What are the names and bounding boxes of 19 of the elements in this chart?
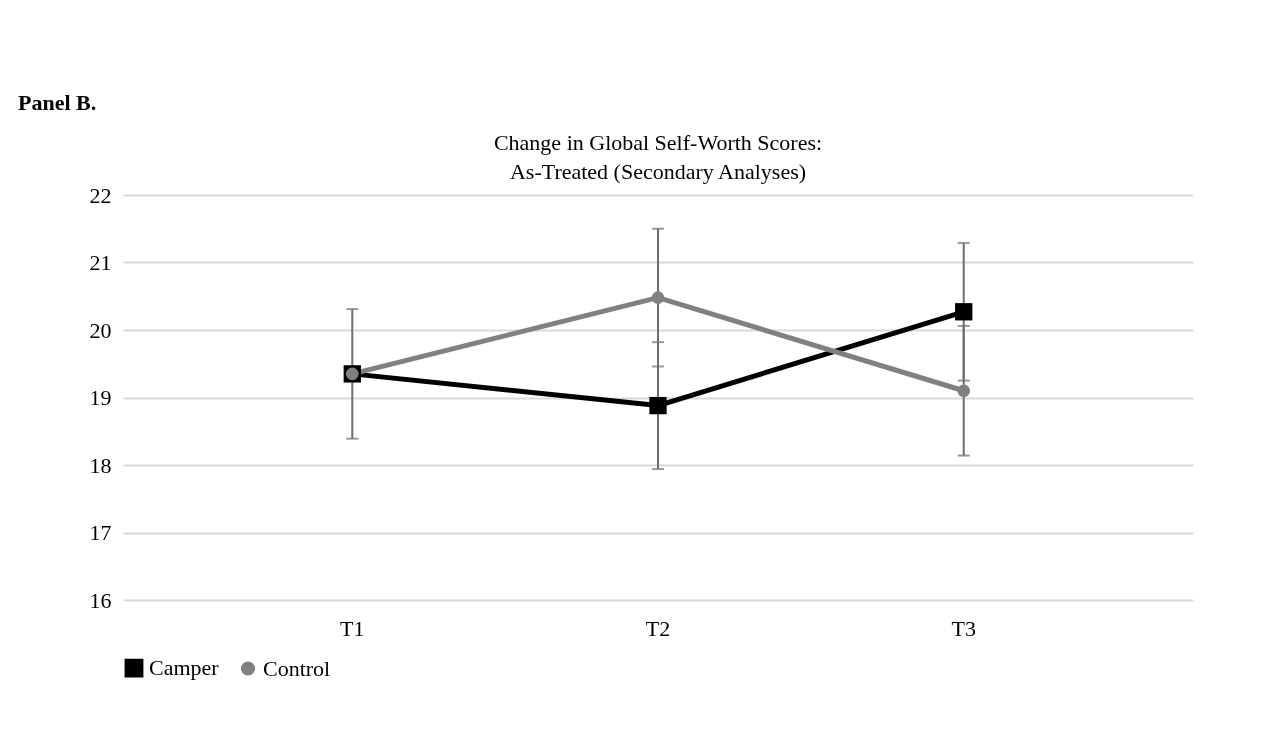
x-tick-label: T2 (645, 615, 671, 641)
y-tick-label: 22 (89, 182, 112, 208)
point (649, 396, 667, 415)
point (651, 291, 665, 304)
chart-subtitle: As-Treated (Secondary Analyses) (509, 159, 807, 184)
y-tick-label: 19 (89, 385, 112, 410)
y-tick-label: 21 (89, 250, 112, 275)
chart-title: Change in Global Self-Worth Scores: (493, 130, 823, 155)
x-tick-label: T3 (951, 615, 976, 641)
point (957, 384, 971, 398)
y-tick-label: 16 (89, 587, 112, 613)
y-tick-label: 18 (89, 452, 112, 478)
legend-label: Control (263, 655, 331, 681)
legend-label: Camper (149, 655, 220, 681)
point (955, 303, 973, 321)
text: Panel B. (18, 90, 97, 115)
y-tick-label: 20 (89, 317, 112, 343)
y-tick-label: 17 (89, 520, 112, 545)
x-tick-label: T1 (340, 615, 365, 641)
